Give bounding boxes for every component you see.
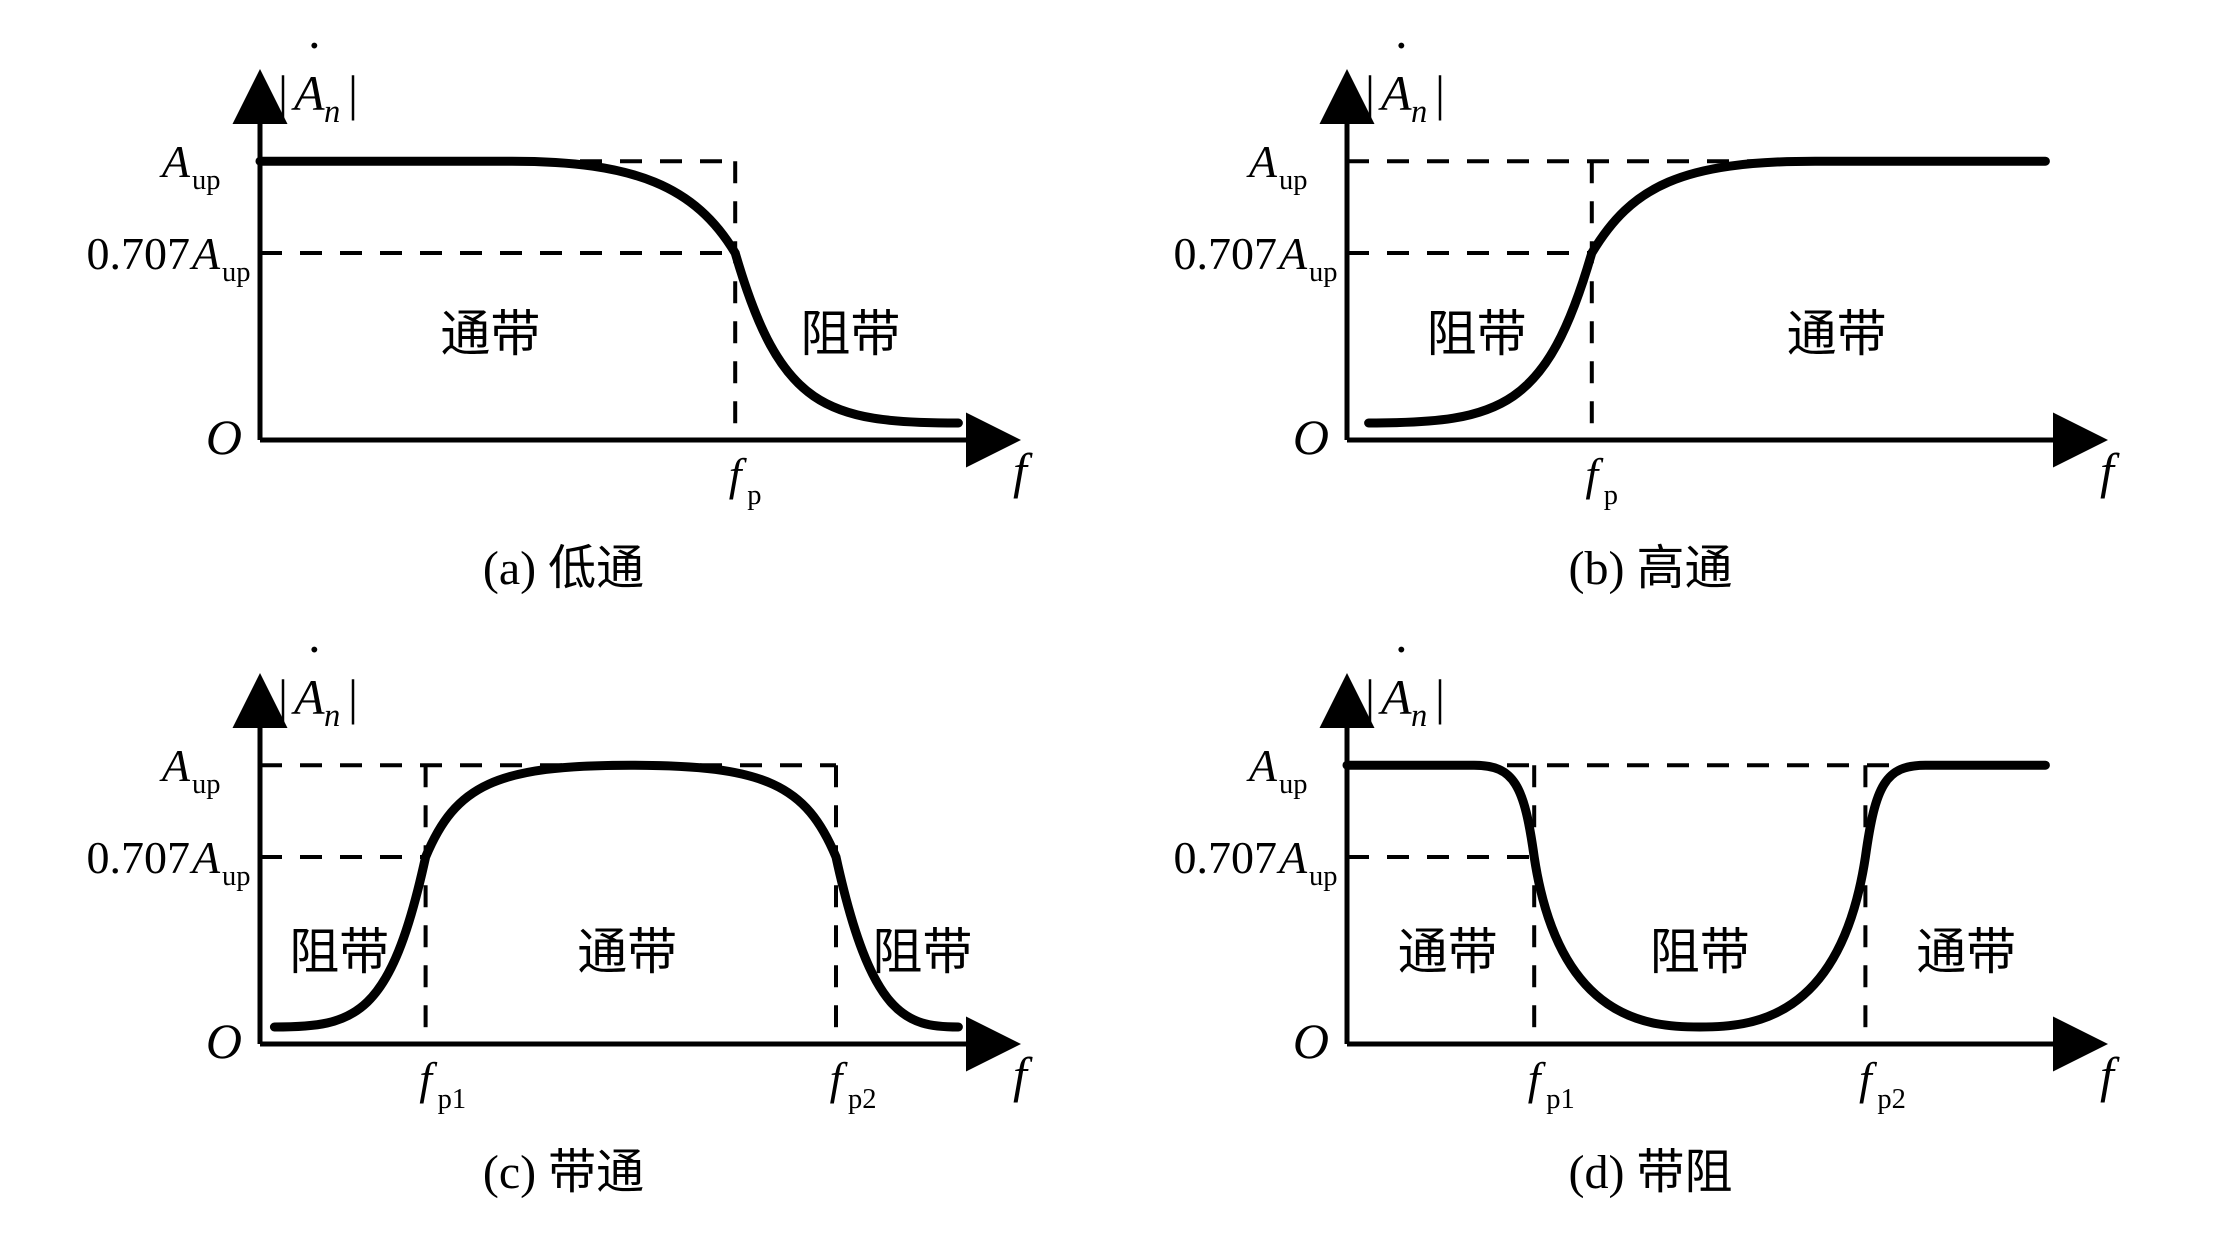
- svg-text:p2: p2: [1877, 1084, 1906, 1115]
- svg-text:p2: p2: [848, 1084, 877, 1115]
- panel-caption: (a) 低通: [40, 528, 1087, 598]
- svg-text:p: p: [747, 480, 761, 511]
- svg-text:f: f: [419, 1053, 438, 1104]
- svg-text:|: |: [348, 65, 358, 121]
- svg-text:0.707: 0.707: [87, 228, 191, 279]
- svg-text:O: O: [1293, 409, 1329, 465]
- svg-text:|: |: [348, 669, 358, 725]
- svg-text:|: |: [278, 669, 288, 725]
- svg-text:A: A: [159, 136, 191, 187]
- svg-text:O: O: [206, 409, 242, 465]
- panel-c: |A·n|OfAup0.707Aupfp1fp2阻带通带阻带(c) 带通: [40, 644, 1087, 1208]
- svg-text:up: up: [1279, 165, 1308, 196]
- svg-text:p: p: [1604, 480, 1618, 511]
- svg-text:0.707: 0.707: [1174, 832, 1278, 883]
- svg-text:·: ·: [306, 644, 323, 677]
- svg-text:A: A: [1378, 669, 1412, 725]
- svg-text:up: up: [1279, 769, 1308, 800]
- svg-text:·: ·: [306, 40, 323, 73]
- svg-text:n: n: [324, 698, 340, 734]
- svg-text:A: A: [189, 832, 221, 883]
- svg-text:up: up: [192, 165, 221, 196]
- svg-text:|: |: [1435, 669, 1445, 725]
- svg-text:f: f: [729, 449, 748, 500]
- svg-text:f: f: [830, 1053, 849, 1104]
- svg-text:O: O: [1293, 1013, 1329, 1069]
- svg-text:f: f: [1013, 1047, 1033, 1103]
- svg-text:n: n: [1411, 94, 1427, 130]
- svg-text:A: A: [1276, 832, 1308, 883]
- panel-a: |A·n|OfAup0.707Aupfp通带阻带(a) 低通: [40, 40, 1087, 604]
- svg-text:A: A: [159, 740, 191, 791]
- svg-text:阻带: 阻带: [872, 923, 972, 979]
- svg-text:n: n: [324, 94, 340, 130]
- panel-b: |A·n|OfAup0.707Aupfp阻带通带(b) 高通: [1127, 40, 2174, 604]
- svg-text:p1: p1: [438, 1084, 467, 1115]
- svg-text:n: n: [1411, 698, 1427, 734]
- svg-text:通带: 通带: [1787, 306, 1887, 362]
- svg-text:f: f: [2100, 443, 2120, 499]
- svg-text:O: O: [206, 1013, 242, 1069]
- svg-text:|: |: [1365, 669, 1375, 725]
- svg-text:A: A: [1246, 136, 1278, 187]
- panel-d: |A·n|OfAup0.707Aupfp1fp2通带阻带通带(d) 带阻: [1127, 644, 2174, 1208]
- svg-text:阻带: 阻带: [1427, 306, 1527, 362]
- svg-text:f: f: [1013, 443, 1033, 499]
- svg-text:|: |: [1435, 65, 1445, 121]
- svg-text:通带: 通带: [577, 923, 677, 979]
- svg-text:up: up: [1309, 257, 1338, 288]
- svg-text:0.707: 0.707: [87, 832, 191, 883]
- svg-text:通带: 通带: [1398, 923, 1498, 979]
- svg-text:|: |: [278, 65, 288, 121]
- chart-grid: |A·n|OfAup0.707Aupfp通带阻带(a) 低通 |A·n|OfAu…: [0, 0, 2214, 1247]
- svg-text:f: f: [2100, 1047, 2120, 1103]
- svg-text:up: up: [1309, 861, 1338, 892]
- svg-text:|: |: [1365, 65, 1375, 121]
- panel-caption: (d) 带阻: [1127, 1132, 2174, 1202]
- svg-text:A: A: [1246, 740, 1278, 791]
- svg-text:p1: p1: [1546, 1084, 1575, 1115]
- svg-text:阻带: 阻带: [800, 306, 900, 362]
- svg-text:up: up: [192, 769, 221, 800]
- svg-text:·: ·: [1393, 644, 1410, 677]
- svg-text:A: A: [291, 669, 325, 725]
- panel-caption: (c) 带通: [40, 1132, 1087, 1202]
- svg-text:up: up: [222, 861, 251, 892]
- svg-text:阻带: 阻带: [1650, 923, 1750, 979]
- svg-text:f: f: [1859, 1053, 1878, 1104]
- panel-caption: (b) 高通: [1127, 528, 2174, 598]
- svg-text:up: up: [222, 257, 251, 288]
- svg-text:A: A: [1276, 228, 1308, 279]
- svg-text:A: A: [189, 228, 221, 279]
- svg-text:f: f: [1528, 1053, 1547, 1104]
- svg-text:A: A: [1378, 65, 1412, 121]
- svg-text:f: f: [1585, 449, 1604, 500]
- svg-text:A: A: [291, 65, 325, 121]
- svg-text:阻带: 阻带: [289, 923, 389, 979]
- svg-text:通带: 通带: [440, 306, 540, 362]
- svg-text:0.707: 0.707: [1174, 228, 1278, 279]
- svg-text:·: ·: [1393, 40, 1410, 73]
- svg-text:通带: 通带: [1916, 923, 2016, 979]
